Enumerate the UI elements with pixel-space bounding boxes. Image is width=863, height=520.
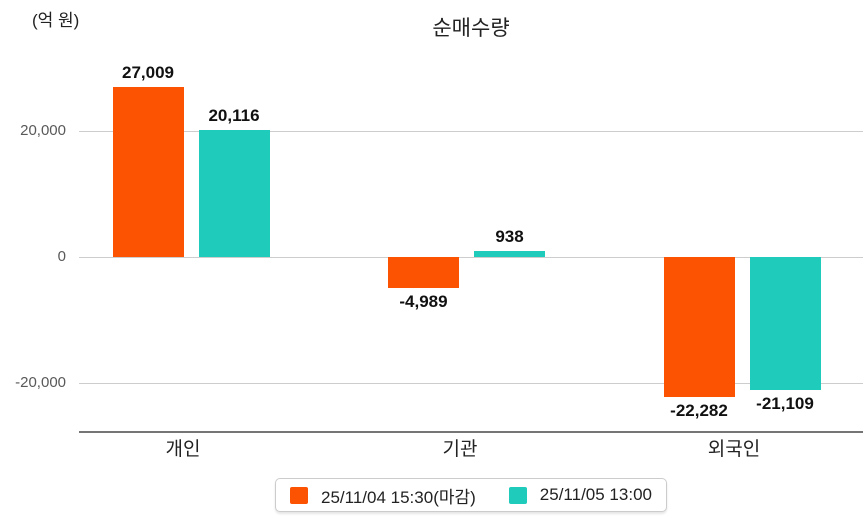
bar-value-label-series1-외국인: -22,282 (670, 401, 728, 421)
legend-item-series2[interactable]: 25/11/05 13:00 (508, 485, 652, 505)
bar-series2-외국인 (749, 257, 821, 390)
gridline-0 (79, 256, 863, 258)
y-tick-label--20000: -20,000 (15, 374, 66, 391)
bar-series2-개인 (198, 130, 270, 257)
y-tick-label-20000: 20,000 (20, 122, 66, 139)
bar-value-label-series1-기관: -4,989 (399, 292, 448, 312)
legend-item-series1[interactable]: 25/11/04 15:30(마감) (290, 483, 476, 508)
gridline-20000 (79, 130, 863, 132)
bar-value-label-series2-개인: 20,116 (208, 106, 260, 126)
y-axis-unit-label: (억 원) (32, 11, 80, 30)
legend-label-series1: 25/11/04 15:30(마감) (321, 487, 476, 507)
series2-swatch-icon (508, 486, 527, 504)
x-axis-line (79, 431, 863, 433)
legend: 25/11/04 15:30(마감) 25/11/05 13:00 (79, 478, 863, 512)
x-axis-label-개인: 개인 (165, 439, 201, 460)
bar-value-label-series1-개인: 27,009 (122, 62, 174, 82)
bar-series1-기관 (388, 257, 459, 289)
bar-series2-기관 (474, 251, 545, 257)
y-tick-label-0: 0 (57, 248, 66, 265)
legend-box: 25/11/04 15:30(마감) 25/11/05 13:00 (275, 478, 667, 512)
x-axis-label-외국인: 외국인 (707, 439, 761, 460)
series1-swatch-icon (290, 486, 309, 504)
gridline--20000 (79, 382, 863, 384)
legend-label-series2: 25/11/05 13:00 (539, 485, 652, 504)
bar-series1-개인 (112, 86, 184, 257)
bar-series1-외국인 (663, 257, 735, 398)
bar-value-label-series2-외국인: -21,109 (756, 393, 814, 413)
bar-value-label-series2-기관: 938 (495, 227, 524, 247)
x-axis-label-기관: 기관 (442, 439, 478, 460)
chart-title: 순매수량 (432, 17, 510, 40)
